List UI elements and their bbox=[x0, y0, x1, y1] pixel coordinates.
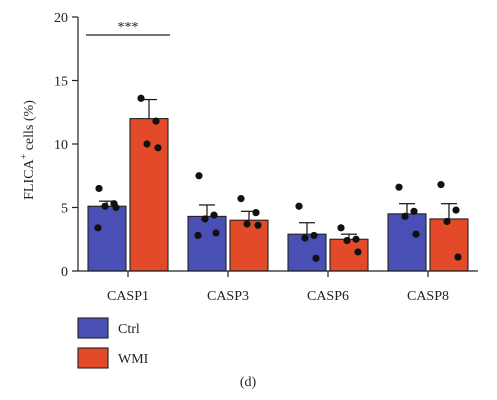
data-point bbox=[101, 202, 109, 210]
x-tick-label-casp6: CASP6 bbox=[307, 289, 349, 304]
bar-wmi-casp3 bbox=[229, 219, 269, 272]
y-tick-label: 5 bbox=[61, 202, 68, 217]
y-tick-label: 10 bbox=[54, 138, 68, 153]
x-tick-label-casp3: CASP3 bbox=[207, 289, 249, 304]
legend-label-wmi: WMI bbox=[118, 352, 149, 367]
data-point bbox=[337, 224, 345, 232]
x-tick-label-casp8: CASP8 bbox=[407, 289, 449, 304]
data-point bbox=[143, 140, 151, 148]
y-tick-label: 20 bbox=[54, 11, 68, 26]
data-point bbox=[137, 94, 145, 102]
data-point bbox=[454, 253, 462, 261]
data-point bbox=[354, 248, 362, 256]
data-point bbox=[243, 220, 251, 228]
data-point bbox=[195, 172, 203, 180]
legend-swatch-ctrl bbox=[77, 317, 109, 339]
data-point bbox=[94, 224, 102, 232]
bars bbox=[87, 94, 469, 272]
data-point bbox=[254, 221, 262, 229]
bar-ctrl-casp1 bbox=[87, 205, 127, 272]
y-tick-label: 15 bbox=[54, 75, 68, 90]
data-point bbox=[452, 206, 460, 214]
bar-ctrl-casp3 bbox=[187, 215, 227, 272]
data-point bbox=[437, 181, 445, 189]
y-axis: 0 5 10 15 20 bbox=[54, 11, 79, 280]
x-axis: CASP1 CASP3 CASP6 CASP8 bbox=[78, 270, 478, 304]
y-tick-label: 0 bbox=[61, 265, 68, 280]
data-point bbox=[343, 236, 351, 245]
legend-label-ctrl: Ctrl bbox=[118, 322, 140, 337]
panel-label: (d) bbox=[240, 375, 257, 390]
x-tick-label-casp1: CASP1 bbox=[107, 289, 149, 304]
data-point bbox=[237, 195, 245, 203]
data-point bbox=[154, 144, 162, 152]
data-point bbox=[410, 207, 418, 215]
data-point bbox=[310, 231, 318, 240]
data-point bbox=[212, 229, 220, 237]
legend-swatch-wmi bbox=[77, 347, 109, 369]
y-axis-label: FLICA+ cells (%) bbox=[19, 100, 37, 200]
data-point bbox=[194, 231, 202, 240]
data-point bbox=[95, 184, 103, 193]
data-point bbox=[301, 234, 309, 242]
data-point bbox=[112, 203, 120, 212]
data-point bbox=[401, 212, 409, 220]
data-point bbox=[352, 235, 360, 243]
data-point bbox=[412, 230, 420, 238]
data-point bbox=[201, 215, 209, 223]
data-point bbox=[210, 211, 218, 219]
data-point bbox=[252, 208, 260, 217]
bar-ctrl-casp8 bbox=[387, 213, 427, 272]
bar-wmi-casp8 bbox=[429, 218, 469, 272]
legend: Ctrl WMI bbox=[77, 317, 149, 369]
significance-annotations: *** bbox=[86, 20, 170, 36]
significance-stars: *** bbox=[118, 20, 139, 35]
bar-wmi-casp6 bbox=[329, 238, 369, 272]
data-point bbox=[152, 117, 160, 125]
data-point bbox=[295, 202, 303, 210]
data-point bbox=[312, 254, 320, 262]
data-point bbox=[443, 217, 451, 226]
data-point bbox=[395, 183, 403, 191]
